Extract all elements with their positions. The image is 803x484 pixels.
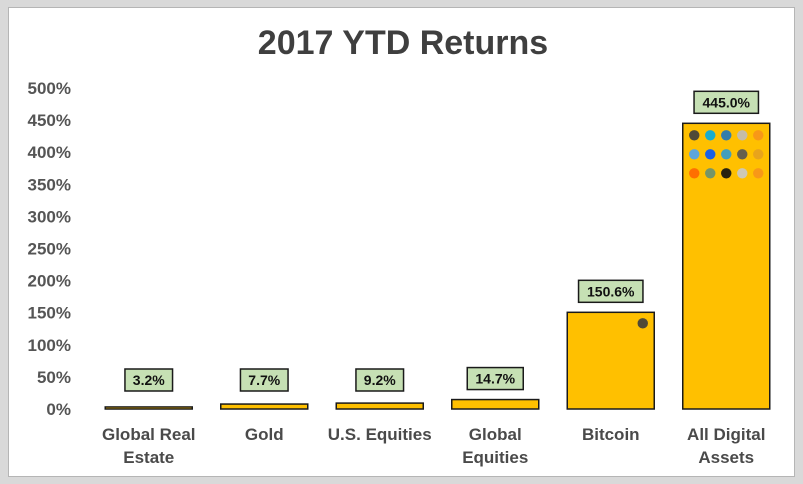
- data-label-box: [577, 279, 644, 304]
- bitcoin-icon: [753, 168, 764, 179]
- y-tick-label: 200%: [28, 272, 71, 291]
- bytecoin-icon: [753, 149, 764, 160]
- y-tick-label: 450%: [28, 111, 71, 130]
- y-tick-label: 150%: [28, 304, 71, 323]
- chart-frame: 2017 YTD Returns 0% 50% 100% 150% 200% 250% 30…: [8, 7, 795, 477]
- data-label-box: [124, 368, 174, 392]
- x-category-label: Global Equities: [462, 425, 528, 467]
- x-category-label: Gold: [245, 425, 284, 444]
- x-axis: Global Real Estate Gold U.S. Equities Global…: [102, 425, 765, 467]
- data-label: 3.2%: [124, 368, 174, 392]
- golem-icon: [737, 149, 748, 160]
- ethereum-icon: [689, 130, 700, 141]
- x-category-label: U.S. Equities: [328, 425, 432, 444]
- y-tick-label: 50%: [37, 368, 71, 387]
- data-label: 445.0%: [693, 90, 760, 115]
- stratis-icon: [721, 149, 732, 160]
- bar-chart: 2017 YTD Returns 0% 50% 100% 150% 200% 250% 30…: [28, 24, 771, 467]
- monero-icon: [689, 168, 700, 179]
- chart-title: 2017 YTD Returns: [258, 24, 548, 62]
- x-category-label: All Digital Assets: [687, 425, 765, 467]
- bar-gold: [220, 403, 309, 410]
- data-label: 7.7%: [239, 368, 289, 392]
- waves-icon: [705, 149, 716, 160]
- data-label-text: 7.7%: [248, 372, 280, 388]
- bar-global-real-estate: [104, 406, 193, 410]
- bitcoin-icon: [637, 318, 648, 329]
- y-tick-label: 0%: [46, 400, 71, 419]
- data-label-box: [355, 368, 405, 392]
- bar-bitcoin: [566, 311, 655, 410]
- y-tick-label: 100%: [28, 336, 71, 355]
- data-label-box: [693, 90, 760, 115]
- data-labels: 3.2% 7.7% 9.2% 14.7% 150.6% 445.0%: [124, 90, 760, 392]
- litecoin-icon: [737, 130, 748, 141]
- data-label: 9.2%: [355, 368, 405, 392]
- data-label-box: [466, 366, 524, 391]
- y-axis: 0% 50% 100% 150% 200% 250% 300% 350% 400% 450% 500…: [28, 79, 71, 419]
- y-tick-label: 350%: [28, 175, 71, 194]
- bar-u-s-equities: [335, 402, 424, 410]
- data-label-text: 14.7%: [475, 371, 515, 387]
- data-label-text: 445.0%: [703, 94, 751, 110]
- data-label-text: 9.2%: [364, 372, 396, 388]
- bar-all-digital-assets: [682, 122, 771, 410]
- bars: [104, 122, 771, 410]
- y-tick-label: 300%: [28, 207, 71, 226]
- x-category-label: Global Real Estate: [102, 425, 196, 467]
- y-tick-label: 400%: [28, 143, 71, 162]
- y-tick-label: 250%: [28, 240, 71, 259]
- y-tick-label: 500%: [28, 79, 71, 98]
- crypto-icons: [637, 130, 764, 329]
- data-label-box: [239, 368, 289, 392]
- augur-icon: [737, 168, 748, 179]
- dash-icon: [721, 130, 732, 141]
- data-label: 14.7%: [466, 366, 524, 391]
- data-label-text: 150.6%: [587, 283, 635, 299]
- x-category-label: Bitcoin: [582, 425, 640, 444]
- nem-icon: [753, 130, 764, 141]
- zcash-icon: [721, 168, 732, 179]
- ripple-icon: [705, 130, 716, 141]
- data-label-text: 3.2%: [133, 372, 165, 388]
- ethereum-classic-icon: [705, 168, 716, 179]
- steem-icon: [689, 149, 700, 160]
- data-label: 150.6%: [577, 279, 644, 304]
- bar-global-equities: [451, 398, 540, 410]
